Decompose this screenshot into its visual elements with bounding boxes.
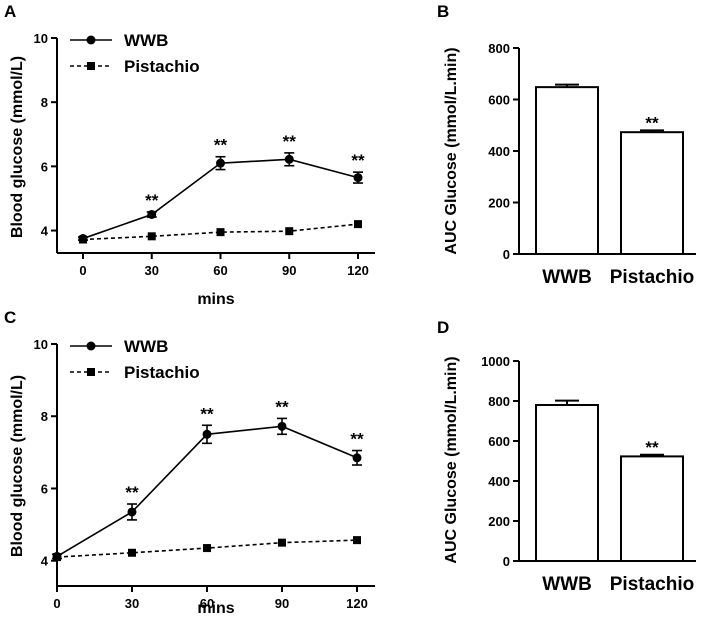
- x-tick-label: 0: [53, 596, 60, 611]
- y-tick-label: 200: [488, 196, 510, 211]
- data-point-pistachio: [354, 220, 362, 229]
- y-tick-label: 4: [41, 554, 49, 569]
- y-tick-label: 10: [34, 31, 48, 46]
- bar-pistachio: [620, 455, 684, 562]
- data-point-pistachio: [285, 227, 294, 236]
- data-point-wwb: [127, 507, 137, 517]
- data-point-pistachio: [353, 536, 361, 545]
- legend: WWB Pistachio: [70, 31, 200, 76]
- panel-letter: D: [437, 318, 449, 337]
- data-point-wwb: [284, 154, 294, 164]
- data-point-wwb: [202, 429, 212, 439]
- bar-wwb: [535, 86, 599, 255]
- significance-marker: **: [351, 151, 365, 170]
- data-point-wwb: [52, 551, 62, 561]
- significance-marker: **: [283, 132, 297, 151]
- panel-b: B AUC Glucose (mmol/L.min) 0 200 400 600 800 WW…: [437, 2, 696, 288]
- category-label-pistachio: Pistachio: [610, 574, 694, 595]
- x-tick-label: 30: [145, 263, 159, 278]
- panel-c: C Blood glucose (mmol/L) 4 6 8 10 0 30 60 90 120 mi…: [4, 308, 375, 617]
- y-tick-label: 0: [503, 247, 510, 262]
- y-tick-label: 6: [41, 481, 48, 496]
- significance-marker: **: [645, 438, 659, 457]
- legend: WWB Pistachio: [70, 337, 200, 382]
- data-point-pistachio: [278, 538, 286, 547]
- y-axis-title: Blood glucose (mmol/L): [9, 375, 26, 557]
- x-tick-label: 90: [275, 596, 289, 611]
- data-point-wwb: [78, 234, 88, 244]
- x-axis-title: mins: [197, 600, 234, 617]
- x-tick-label: 60: [200, 596, 214, 611]
- y-tick-label: 800: [488, 394, 510, 409]
- data-point-wwb: [277, 421, 287, 431]
- significance-marker: **: [350, 430, 364, 449]
- x-tick-label: 60: [213, 263, 227, 278]
- legend-marker-wwb: [86, 35, 96, 45]
- y-tick-label: 8: [41, 409, 48, 424]
- legend-label-wwb: WWB: [124, 31, 168, 50]
- x-tick-label: 120: [347, 263, 369, 278]
- y-tick-label: 1000: [481, 354, 510, 369]
- category-label-wwb: WWB: [542, 574, 592, 595]
- y-tick-label: 6: [41, 159, 48, 174]
- data-point-pistachio: [216, 228, 225, 237]
- panel-d: D AUC Glucose (mmol/L.min) 0 200 400 600 800 10…: [437, 318, 696, 595]
- panel-a: A Blood glucose (mmol/L) 4 6 8 10 0 30 60 90 120 mi…: [4, 2, 375, 308]
- y-tick-label: 400: [488, 144, 510, 159]
- significance-marker: **: [145, 191, 159, 210]
- legend-marker-pistachio: [87, 62, 95, 70]
- y-tick-label: 200: [488, 514, 510, 529]
- significance-marker: **: [125, 483, 139, 502]
- x-tick-label: 30: [125, 596, 139, 611]
- panel-letter: B: [437, 2, 449, 21]
- x-axis-title: mins: [197, 291, 234, 308]
- legend-marker-pistachio: [87, 368, 95, 376]
- significance-marker: **: [214, 136, 228, 155]
- panel-letter: A: [4, 2, 16, 21]
- x-tick-label: 120: [346, 596, 368, 611]
- bar-wwb: [535, 404, 599, 562]
- legend-label-wwb: WWB: [124, 337, 168, 356]
- y-tick-label: 600: [488, 93, 510, 108]
- data-point-pistachio: [203, 544, 211, 553]
- y-axis-title: Blood glucose (mmol/L): [9, 56, 26, 238]
- y-axis-title: AUC Glucose (mmol/L.min): [443, 47, 460, 254]
- y-tick-label: 10: [34, 337, 48, 352]
- series-line-pistachio: [82, 223, 359, 241]
- series-line-wwb: [56, 425, 358, 558]
- data-point-pistachio: [147, 232, 156, 241]
- y-tick-label: 800: [488, 41, 510, 56]
- y-tick-label: 4: [41, 224, 49, 239]
- data-point-wwb: [353, 173, 363, 183]
- y-tick-label: 400: [488, 474, 510, 489]
- data-point-wwb: [216, 158, 225, 168]
- y-tick-label: 8: [41, 95, 48, 110]
- category-label-pistachio: Pistachio: [610, 267, 694, 288]
- legend-label-pistachio: Pistachio: [124, 363, 200, 382]
- y-tick-label: 0: [503, 554, 510, 569]
- legend-marker-wwb: [86, 341, 96, 351]
- data-point-pistachio: [128, 548, 136, 557]
- significance-marker: **: [200, 404, 214, 423]
- bar-pistachio: [620, 131, 684, 255]
- category-label-wwb: WWB: [542, 267, 592, 288]
- significance-marker: **: [645, 113, 659, 132]
- legend-label-pistachio: Pistachio: [124, 57, 200, 76]
- y-tick-label: 600: [488, 434, 510, 449]
- data-point-wwb: [147, 209, 157, 219]
- series-line-wwb: [82, 158, 359, 240]
- panel-letter: C: [4, 308, 16, 327]
- x-tick-label: 0: [79, 263, 86, 278]
- y-axis-title: AUC Glucose (mmol/L.min): [443, 356, 460, 563]
- data-point-wwb: [352, 453, 362, 463]
- significance-marker: **: [275, 397, 289, 416]
- x-tick-label: 90: [282, 263, 296, 278]
